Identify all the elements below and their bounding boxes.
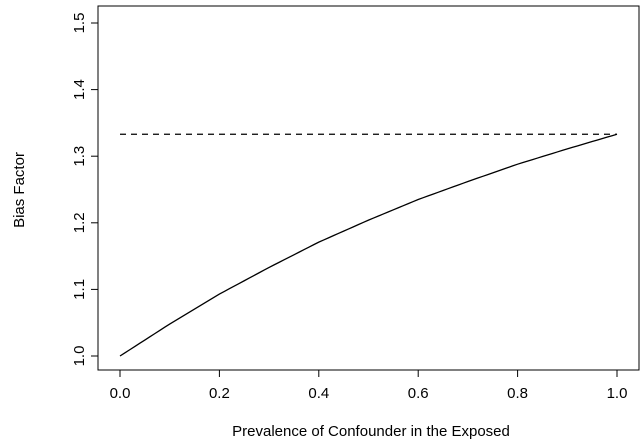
x-axis-label: Prevalence of Confounder in the Exposed: [232, 423, 510, 440]
x-tick-label: 0.2: [209, 385, 230, 402]
x-tick-label: 1.0: [607, 385, 628, 402]
x-tick-label: 0.0: [110, 385, 131, 402]
plot-frame: [97, 5, 640, 371]
y-tick-label: 1.1: [71, 279, 88, 300]
y-tick-label: 1.0: [71, 346, 88, 367]
series-layer: [119, 133, 618, 357]
y-axis: 1.0 1.1 1.2 1.3 1.4 1.5: [71, 13, 99, 367]
x-tick-label: 0.6: [408, 385, 429, 402]
x-tick-label: 0.4: [308, 385, 329, 402]
x-tick-label: 0.8: [507, 385, 528, 402]
x-axis: 0.0 0.2 0.4 0.6 0.8 1.0: [110, 369, 628, 402]
y-axis-label: Bias Factor: [11, 152, 28, 228]
y-tick-label: 1.5: [71, 13, 88, 34]
y-tick-label: 1.3: [71, 146, 88, 167]
y-tick-label: 1.2: [71, 212, 88, 233]
bias-factor-curve: [119, 133, 618, 357]
y-tick-label: 1.4: [71, 79, 88, 100]
